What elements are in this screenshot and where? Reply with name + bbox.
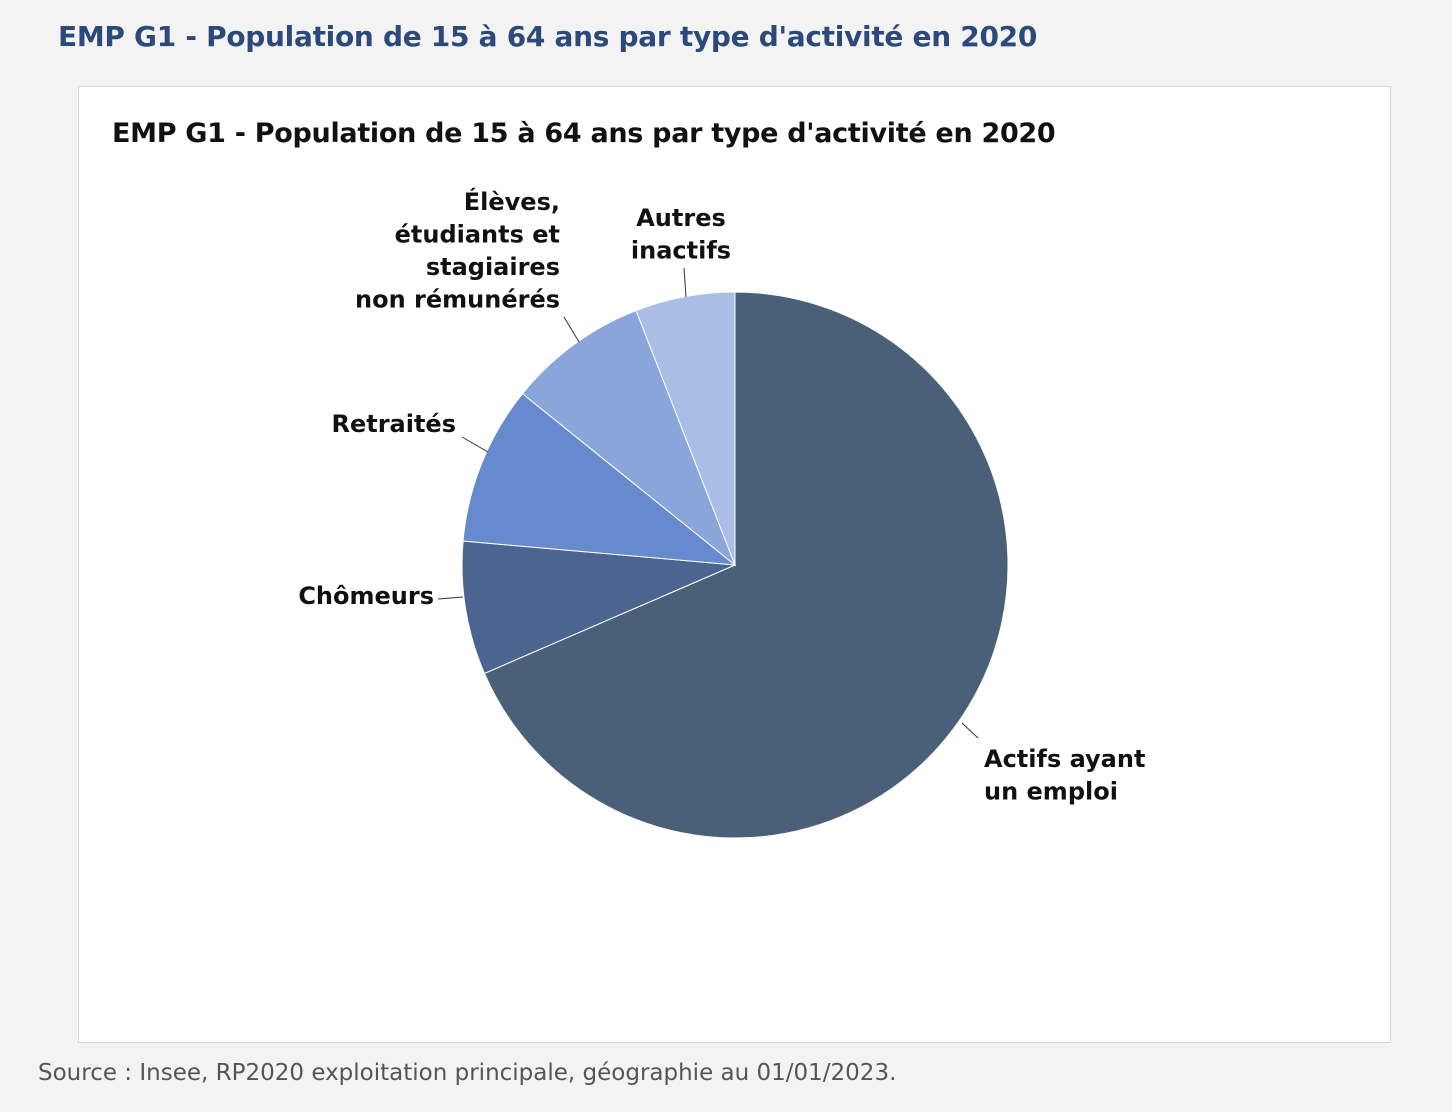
leader-line-0 (961, 722, 979, 739)
chart-title: EMP G1 - Population de 15 à 64 ans par t… (112, 118, 1056, 149)
slice-label-line: Retraités (331, 410, 456, 438)
pie-slice-0 (483, 291, 1009, 839)
pie-slice-3 (521, 309, 737, 567)
slice-label-line: Élèves, (464, 187, 560, 216)
slice-label-line: stagiaires (426, 253, 560, 281)
page-title: EMP G1 - Population de 15 à 64 ans par t… (58, 20, 1038, 53)
slice-label-3: Élèves, étudiants et stagiaires non rémunér… (355, 187, 560, 314)
slice-label-line: étudiants et (395, 221, 560, 249)
leader-line-2 (461, 436, 489, 453)
pie-slice-2 (462, 392, 737, 566)
leader-line-4 (683, 267, 687, 298)
leader-line-3 (563, 316, 580, 343)
source-note: Source : Insee, RP2020 exploitation prin… (38, 1060, 897, 1086)
slice-label-line: un emploi (984, 778, 1118, 806)
slice-label-1: Chômeurs (298, 582, 434, 610)
slice-label-line: Chômeurs (298, 582, 434, 610)
slice-label-line: Autres (636, 204, 726, 232)
slice-label-4: Autres inactifs (631, 204, 731, 265)
slice-label-2: Retraités (331, 410, 456, 438)
slice-label-line: non rémunérés (355, 286, 560, 314)
slice-label-0: Actifs ayant un emploi (984, 745, 1145, 806)
slice-label-line: inactifs (631, 237, 731, 265)
pie-slice-1 (461, 540, 736, 675)
pie-slice-4 (635, 291, 736, 566)
leader-line-1 (437, 596, 464, 600)
slice-label-line: Actifs ayant (984, 745, 1145, 773)
